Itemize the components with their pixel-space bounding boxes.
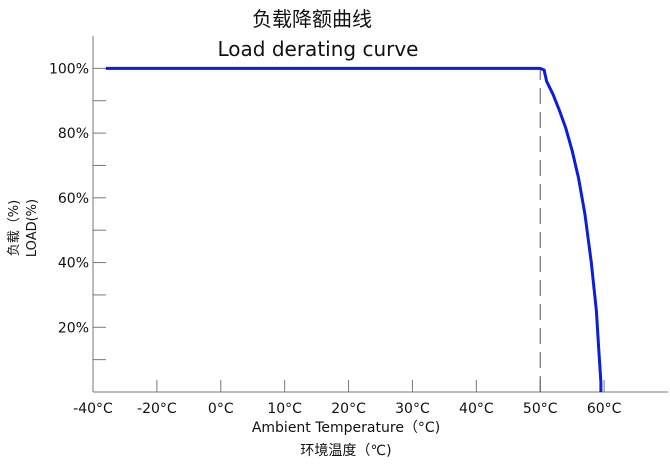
y-axis-label: LOAD(%) <box>25 199 40 257</box>
y-tick-label: 20% <box>58 320 89 336</box>
y-tick-label: 100% <box>49 61 89 77</box>
x-tick-label: 10°C <box>267 401 302 417</box>
x-tick-label: 50°C <box>523 401 558 417</box>
x-tick-label: -20°C <box>137 401 177 417</box>
x-tick-label: -40°C <box>73 401 113 417</box>
chart-subtitle: Load derating curve <box>218 37 419 61</box>
derating-curve-line <box>105 66 603 392</box>
x-tick-label: 40°C <box>459 401 494 417</box>
x-tick-label: 60°C <box>587 401 622 417</box>
y-axis-label-secondary: 负载（%) <box>7 200 22 256</box>
y-axis-ticks: 20% 40% 60% 80% 100% <box>49 61 106 361</box>
y-tick-label: 40% <box>58 256 89 272</box>
x-axis-ticks: -40°C -20°C 0°C 10°C 20°C 30°C 40°C 50°C 60°C <box>73 380 622 417</box>
chart-title: 负载降额曲线 <box>252 7 372 31</box>
x-tick-label: 30°C <box>395 401 430 417</box>
x-tick-label: 0°C <box>208 401 234 417</box>
x-axis-label-secondary: 环境温度（℃) <box>300 443 391 459</box>
y-tick-label: 60% <box>58 191 89 207</box>
y-tick-label: 80% <box>58 126 89 142</box>
x-tick-label: 20°C <box>331 401 366 417</box>
x-axis-label: Ambient Temperature（°C) <box>252 420 440 436</box>
series-group <box>105 66 603 392</box>
